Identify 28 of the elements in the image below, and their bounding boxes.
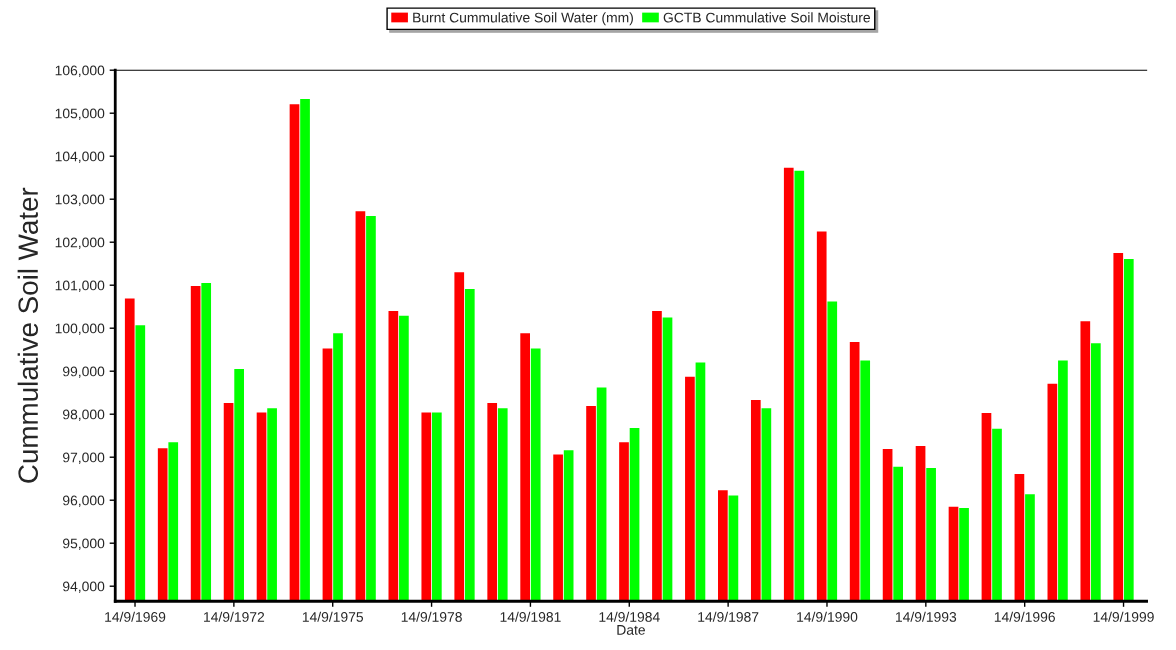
legend-label: GCTB Cummulative Soil Moisture	[663, 12, 870, 23]
y-tick-label: 104,000	[55, 151, 105, 164]
y-tick-label: 100,000	[55, 323, 105, 336]
y-tick-label: 106,000	[55, 65, 105, 78]
x-tick-label: 14/9/1987	[698, 611, 759, 622]
x-tick-label: 14/9/1978	[401, 611, 462, 622]
y-tick-label: 99,000	[63, 366, 105, 379]
x-tick-label: 14/9/1999	[1093, 611, 1154, 622]
y-tick-label: 105,000	[55, 108, 105, 121]
x-axis-title: Date	[617, 625, 645, 635]
y-tick-label: 103,000	[55, 194, 105, 207]
x-tick-label: 14/9/1972	[204, 611, 265, 622]
x-tick-label: 14/9/1993	[896, 611, 957, 622]
legend-label: Burnt Cummulative Soil Water (mm)	[413, 12, 633, 26]
y-tick-label: 97,000	[63, 452, 105, 465]
y-tick-label: 102,000	[55, 237, 105, 250]
x-tick-label: 14/9/1984	[599, 611, 660, 622]
y-tick-label: 98,000	[63, 409, 105, 422]
x-tick-label: 14/9/1975	[302, 611, 364, 622]
y-tick-label: 94,000	[63, 581, 105, 594]
x-tick-label: 14/9/1969	[105, 611, 166, 622]
x-tick-label: 14/9/1996	[994, 611, 1055, 622]
y-axis-title: Cummulative Soil Water	[17, 187, 39, 483]
y-tick-label: 95,000	[63, 538, 105, 551]
x-tick-label: 14/9/1981	[500, 611, 561, 622]
y-tick-label: 101,000	[55, 280, 105, 293]
x-tick-label: 14/9/1990	[797, 611, 858, 622]
y-tick-label: 96,000	[63, 495, 105, 508]
